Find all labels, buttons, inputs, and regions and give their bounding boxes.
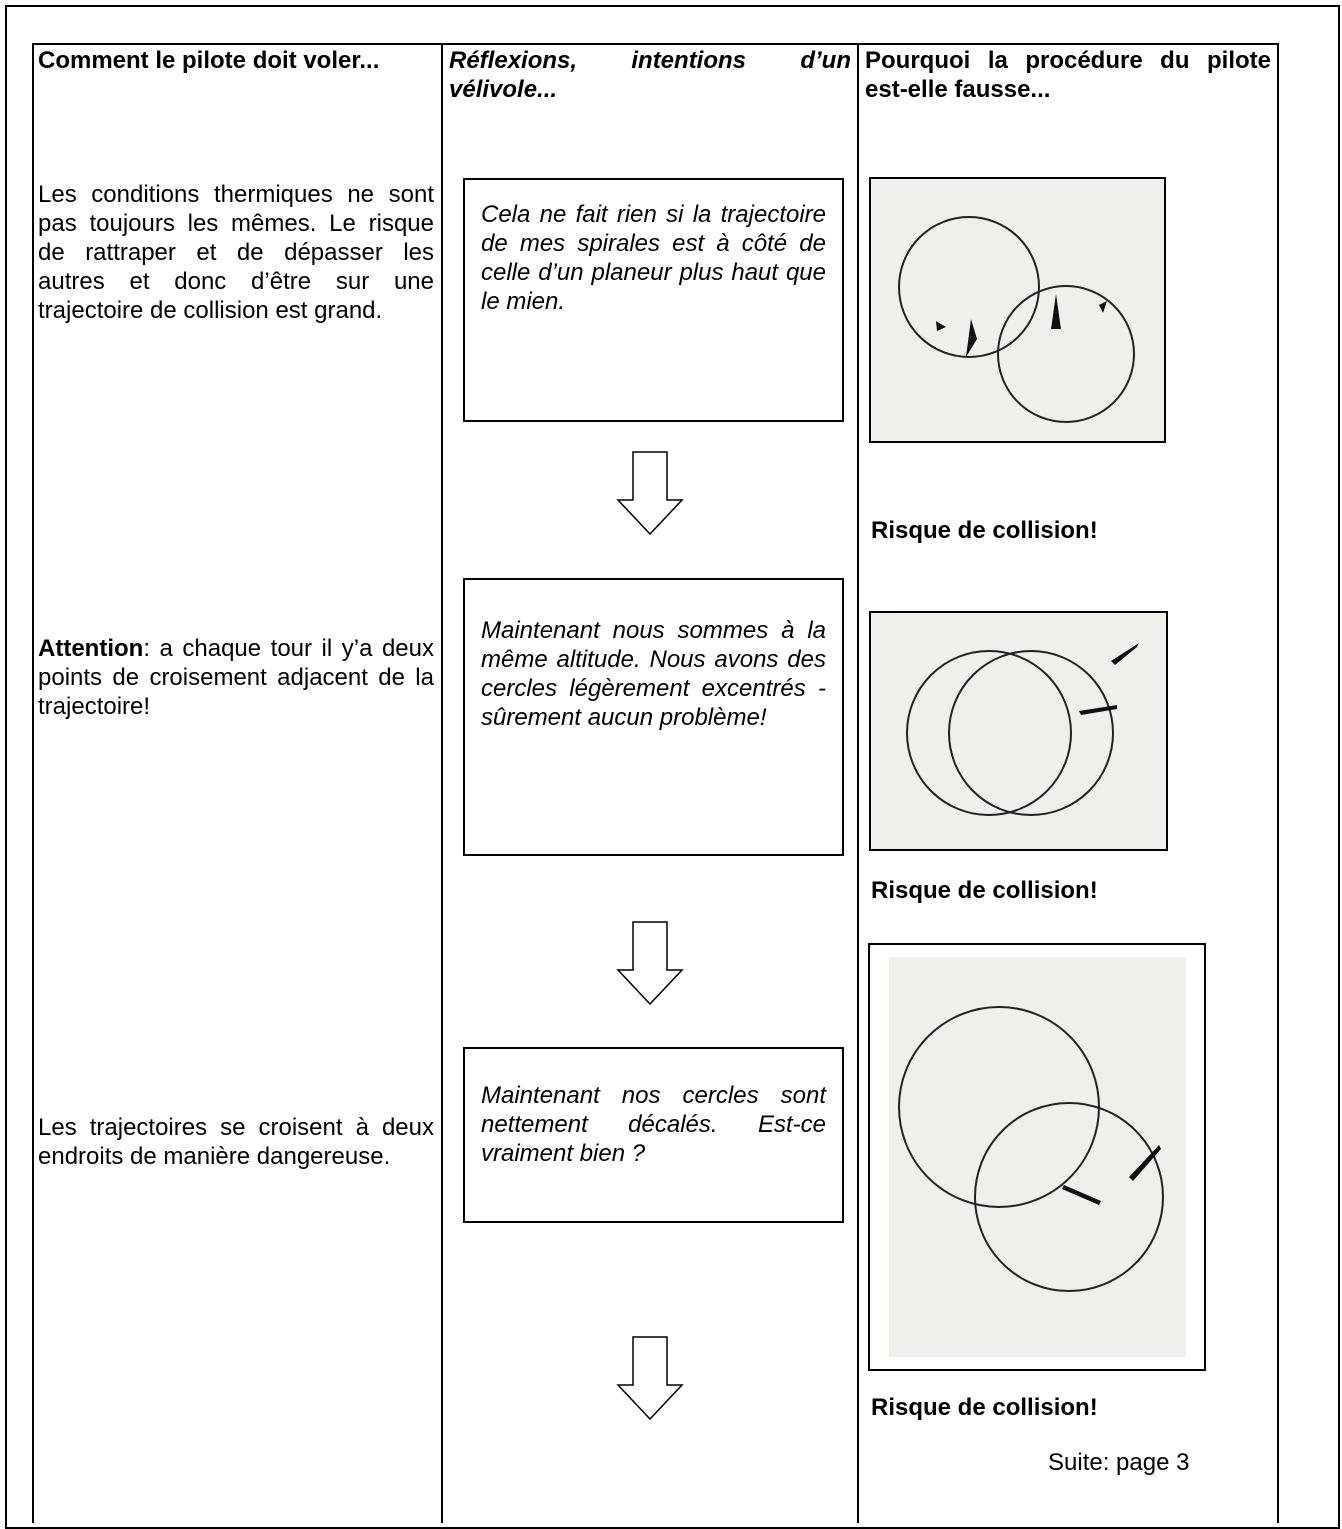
illustration <box>869 177 1166 443</box>
caption: Risque de collision! <box>871 1394 1098 1421</box>
illustration <box>889 957 1186 1357</box>
page-reference: Suite: page 3 <box>1048 1449 1190 1476</box>
situation-text: Attention: a chaque tour il y’a deux poi… <box>38 634 434 721</box>
situation-text: Les trajectoires se croisent à deux endr… <box>38 1114 434 1170</box>
thought-box: Cela ne fait rien si la trajectoire de m… <box>463 178 844 422</box>
illustration <box>869 611 1168 851</box>
col-border <box>857 43 859 1523</box>
emphasis: Attention <box>38 635 144 662</box>
table-top <box>32 43 1279 45</box>
situation-text: Les conditions thermiques ne sont pas to… <box>38 181 434 324</box>
down-arrow <box>616 451 684 536</box>
col-border <box>32 43 34 1523</box>
thought-box: Maintenant nous sommes à la même altitud… <box>463 578 844 856</box>
col-border <box>1277 43 1279 1523</box>
thought-box: Maintenant nos cercles sont nettement dé… <box>463 1047 844 1223</box>
column-header: Comment le pilote doit voler... <box>38 47 380 74</box>
column-header: Réflexions, intentions d’un vélivole... <box>449 47 851 103</box>
column-header: Pourquoi la procédure du pilote est-elle… <box>865 47 1271 103</box>
down-arrow <box>616 921 684 1006</box>
situation-body: : a chaque tour il y’a deux points de cr… <box>38 635 434 720</box>
col-border <box>441 43 443 1523</box>
caption: Risque de collision! <box>871 517 1098 544</box>
caption: Risque de collision! <box>871 877 1098 904</box>
down-arrow <box>616 1336 684 1421</box>
